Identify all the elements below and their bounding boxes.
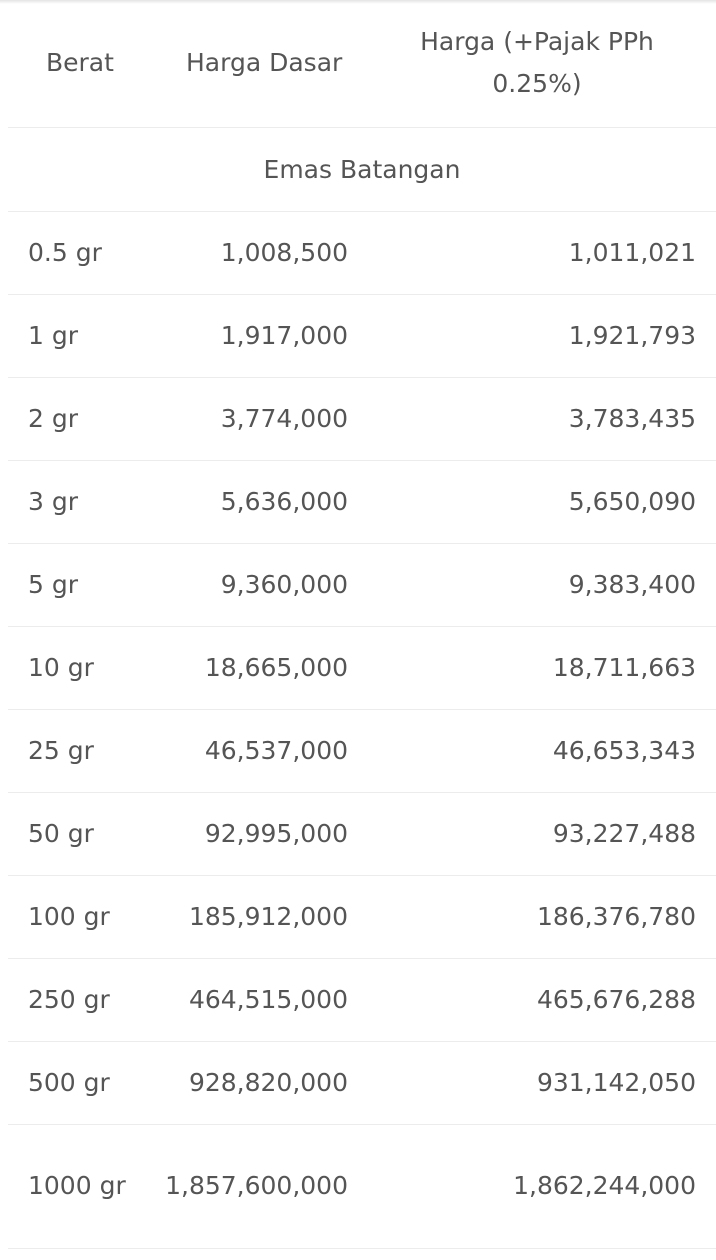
cell-harga-pajak: 186,376,780: [348, 875, 716, 959]
cell-berat: 500 gr: [8, 1041, 148, 1125]
table-row: 250 gr 464,515,000 465,676,288: [8, 958, 716, 1042]
cell-harga-pajak: 18,711,663: [348, 626, 716, 710]
cell-harga-dasar: 1,857,600,000: [148, 1124, 348, 1249]
header-berat: Berat: [8, 0, 148, 128]
cell-harga-pajak: 3,783,435: [348, 377, 716, 461]
cell-berat: 250 gr: [8, 958, 148, 1042]
table-row: 1 gr 1,917,000 1,921,793: [8, 294, 716, 378]
cell-berat: 100 gr: [8, 875, 148, 959]
cell-harga-pajak: 1,862,244,000: [348, 1124, 716, 1249]
cell-harga-pajak: 1,011,021: [348, 211, 716, 295]
cell-harga-dasar: 928,820,000: [148, 1041, 348, 1125]
table-row: 25 gr 46,537,000 46,653,343: [8, 709, 716, 793]
cell-harga-dasar: 185,912,000: [148, 875, 348, 959]
table-row: 3 gr 5,636,000 5,650,090: [8, 460, 716, 544]
cell-harga-pajak: 1,921,793: [348, 294, 716, 378]
cell-harga-dasar: 3,774,000: [148, 377, 348, 461]
cell-harga-pajak: 9,383,400: [348, 543, 716, 627]
cell-berat: 1000 gr: [8, 1124, 148, 1249]
section-row: Emas Batangan: [8, 127, 716, 212]
header-harga-dasar: Harga Dasar: [148, 0, 348, 128]
cell-harga-dasar: 1,917,000: [148, 294, 348, 378]
table-body: Emas Batangan 0.5 gr 1,008,500 1,011,021 1 …: [8, 127, 716, 1249]
cell-harga-dasar: 9,360,000: [148, 543, 348, 627]
cell-harga-pajak: 46,653,343: [348, 709, 716, 793]
cell-berat: 0.5 gr: [8, 211, 148, 295]
table-row: 10 gr 18,665,000 18,711,663: [8, 626, 716, 710]
cell-harga-pajak: 465,676,288: [348, 958, 716, 1042]
cell-berat: 50 gr: [8, 792, 148, 876]
cell-harga-dasar: 92,995,000: [148, 792, 348, 876]
cell-berat: 3 gr: [8, 460, 148, 544]
header-harga-pajak: Harga (+Pajak PPh 0.25%): [348, 0, 716, 128]
header-row: Berat Harga Dasar Harga (+Pajak PPh 0.25…: [8, 0, 716, 128]
table-row: 5 gr 9,360,000 9,383,400: [8, 543, 716, 627]
cell-harga-dasar: 464,515,000: [148, 958, 348, 1042]
table-row: 1000 gr 1,857,600,000 1,862,244,000: [8, 1124, 716, 1249]
table-row: 50 gr 92,995,000 93,227,488: [8, 792, 716, 876]
cell-berat: 1 gr: [8, 294, 148, 378]
table-row: 2 gr 3,774,000 3,783,435: [8, 377, 716, 461]
cell-berat: 2 gr: [8, 377, 148, 461]
cell-berat: 5 gr: [8, 543, 148, 627]
table-row: 500 gr 928,820,000 931,142,050: [8, 1041, 716, 1125]
cell-harga-pajak: 5,650,090: [348, 460, 716, 544]
table-header: Berat Harga Dasar Harga (+Pajak PPh 0.25…: [8, 0, 716, 128]
section-title: Emas Batangan: [8, 127, 716, 212]
cell-harga-pajak: 931,142,050: [348, 1041, 716, 1125]
gold-price-table: Berat Harga Dasar Harga (+Pajak PPh 0.25…: [8, 0, 716, 1249]
table-row: 100 gr 185,912,000 186,376,780: [8, 875, 716, 959]
cell-harga-pajak: 93,227,488: [348, 792, 716, 876]
table-row: 0.5 gr 1,008,500 1,011,021: [8, 211, 716, 295]
cell-harga-dasar: 46,537,000: [148, 709, 348, 793]
cell-berat: 10 gr: [8, 626, 148, 710]
cell-harga-dasar: 18,665,000: [148, 626, 348, 710]
cell-berat: 25 gr: [8, 709, 148, 793]
cell-harga-dasar: 1,008,500: [148, 211, 348, 295]
cell-harga-dasar: 5,636,000: [148, 460, 348, 544]
